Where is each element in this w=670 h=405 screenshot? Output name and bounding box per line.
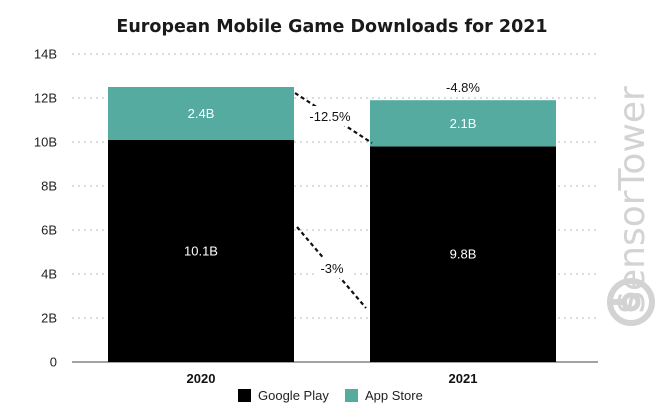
google-play-change-bg xyxy=(314,258,350,278)
google-play-change-connector xyxy=(296,226,367,309)
legend-swatch-google-play xyxy=(238,389,251,402)
watermark-text: SensorTower xyxy=(612,86,653,314)
google-play-change-label: -3% xyxy=(320,261,344,276)
y-axis-ticks: 0 2B 4B 6B 8B 10B 12B 14B xyxy=(34,47,57,370)
value-label-app-store-2020: 2.4B xyxy=(188,106,215,121)
sensortower-logo-icon xyxy=(607,278,655,326)
y-tick-label: 4B xyxy=(41,267,57,282)
value-label-app-store-2021: 2.1B xyxy=(450,116,477,131)
bar-app-store-2021 xyxy=(370,100,556,147)
sensortower-watermark: SensorTower xyxy=(607,86,655,326)
legend: Google Play App Store xyxy=(238,388,423,403)
y-tick-label: 14B xyxy=(34,47,57,62)
legend-label-app-store: App Store xyxy=(365,388,423,403)
y-tick-label: 0 xyxy=(50,355,57,370)
chart-title: European Mobile Game Downloads for 2021 xyxy=(116,17,547,37)
value-label-google-play-2021: 9.8B xyxy=(450,247,477,262)
app-store-change-bg xyxy=(305,106,355,126)
x-axis-labels: 2020 2021 xyxy=(187,371,478,386)
legend-label-google-play: Google Play xyxy=(258,388,329,403)
bar-app-store-2020 xyxy=(108,87,294,140)
y-tick-label: 10B xyxy=(34,135,57,150)
bar-google-play-2020 xyxy=(108,139,294,362)
app-store-change-label: -12.5% xyxy=(309,109,351,124)
bars xyxy=(108,87,556,362)
bar-google-play-2021 xyxy=(370,146,556,362)
value-labels: 10.1B 2.4B 9.8B 2.1B xyxy=(184,106,476,262)
x-category-label: 2020 xyxy=(187,371,216,386)
y-tick-label: 8B xyxy=(41,179,57,194)
y-tick-label: 2B xyxy=(41,311,57,326)
x-category-label: 2021 xyxy=(449,371,478,386)
total-change-label: -4.8% xyxy=(446,80,480,95)
value-label-google-play-2020: 10.1B xyxy=(184,243,218,258)
y-tick-label: 12B xyxy=(34,91,57,106)
y-tick-label: 6B xyxy=(41,223,57,238)
legend-swatch-app-store xyxy=(345,389,358,402)
